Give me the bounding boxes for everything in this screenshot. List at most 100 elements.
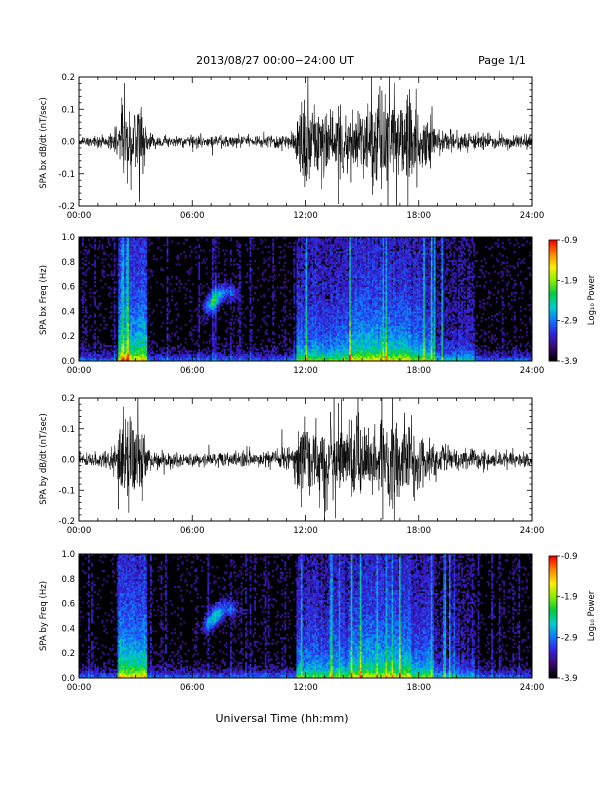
- spectrogram-cell: [171, 276, 173, 278]
- spectrogram-cell: [114, 248, 116, 250]
- spectrogram-cell: [272, 242, 274, 244]
- spectrogram-cell: [94, 260, 96, 262]
- spectrogram-cell: [250, 287, 252, 289]
- spectrogram-cell: [316, 251, 318, 253]
- spectrogram-cell: [191, 350, 193, 352]
- spectrogram-cell: [94, 255, 96, 257]
- spectrogram-cell: [145, 350, 147, 352]
- spectrogram-cell: [156, 345, 158, 347]
- spectrogram-cell: [232, 283, 234, 285]
- spectrogram-cell: [296, 244, 298, 246]
- spectrogram-cell: [225, 342, 227, 344]
- spectrogram-cell: [153, 333, 155, 335]
- spectrogram-cell: [145, 301, 147, 303]
- spectrogram-cell: [192, 340, 194, 342]
- spectrogram-cell: [298, 299, 300, 301]
- spectrogram-cell: [251, 318, 253, 320]
- spectrogram-cell: [162, 269, 164, 271]
- spectrogram-cell: [268, 288, 270, 290]
- spectrogram-cell: [293, 288, 295, 290]
- spectrogram-cell: [215, 336, 217, 338]
- spectrogram-cell: [253, 272, 255, 274]
- spectrogram-cell: [225, 320, 227, 322]
- spectrogram-cell: [283, 342, 285, 344]
- spectrogram-cell: [269, 340, 271, 342]
- spectrogram-cell: [272, 338, 274, 340]
- spectrogram-cell: [218, 276, 220, 278]
- spectrogram-cell: [293, 290, 295, 292]
- spectrogram-cell: [97, 350, 99, 352]
- spectrogram-cell: [233, 285, 235, 287]
- spectrogram-cell: [94, 299, 96, 301]
- spectrogram-cell: [247, 249, 249, 251]
- spectrogram-cell: [250, 313, 252, 315]
- spectrogram-cell: [302, 267, 304, 269]
- spectrogram-cell: [179, 290, 181, 292]
- spectrogram-cell: [82, 299, 84, 301]
- spectrogram-cell: [198, 310, 200, 312]
- spectrogram-cell: [260, 285, 262, 287]
- spectrogram-cell: [250, 288, 252, 290]
- spectrogram-cell: [293, 287, 295, 289]
- spectrogram-cell: [250, 338, 252, 340]
- spectrogram-cell: [185, 297, 187, 299]
- spectrogram-cell: [253, 349, 255, 351]
- spectrogram-cell: [218, 272, 220, 274]
- spectrogram-cell: [114, 265, 116, 267]
- spectrogram-cell: [114, 260, 116, 262]
- spectrogram-cell: [260, 239, 262, 241]
- spectrogram-cell: [263, 294, 265, 296]
- spectrogram-cell: [284, 340, 286, 342]
- spectrogram-cell: [224, 301, 226, 303]
- spectrogram-cell: [198, 306, 200, 308]
- spectrogram-cell: [241, 349, 243, 351]
- spectrogram-cell: [230, 345, 232, 347]
- spectrogram-cell: [197, 308, 199, 310]
- spectrogram-cell: [225, 331, 227, 333]
- spectrogram-cell: [284, 281, 286, 283]
- spectrogram-cell: [293, 327, 295, 329]
- spectrogram-cell: [145, 256, 147, 258]
- spectrogram-cell: [167, 297, 169, 299]
- spectrogram-cell: [103, 350, 105, 352]
- spectrogram-cell: [266, 324, 268, 326]
- spectrogram-cell: [111, 306, 113, 308]
- spectrogram-cell: [238, 249, 240, 251]
- spectrogram-cell: [280, 342, 282, 344]
- spectrogram-cell: [106, 324, 108, 326]
- spectrogram-cell: [191, 297, 193, 299]
- spectrogram-cell: [293, 303, 295, 305]
- spectrogram-cell: [198, 290, 200, 292]
- spectrogram-cell: [293, 317, 295, 319]
- spectrogram-cell: [171, 290, 173, 292]
- spectrogram-cell: [150, 349, 152, 351]
- spectrogram-cell: [94, 244, 96, 246]
- panel-bx-dbdt-xtick-label: 00:00: [67, 211, 92, 221]
- spectrogram-cell: [93, 295, 95, 297]
- spectrogram-cell: [203, 258, 205, 260]
- spectrogram-cell: [162, 285, 164, 287]
- spectrogram-cell: [224, 349, 226, 351]
- spectrogram-cell: [239, 317, 241, 319]
- spectrogram-cell: [293, 276, 295, 278]
- spectrogram-cell: [280, 251, 282, 253]
- spectrogram-cell: [94, 347, 96, 349]
- spectrogram-cell: [201, 320, 203, 322]
- spectrogram-cell: [108, 241, 110, 243]
- spectrogram-cell: [216, 246, 218, 248]
- spectrogram-cell: [286, 354, 288, 356]
- spectrogram-cell: [147, 269, 149, 271]
- spectrogram-cell: [215, 281, 217, 283]
- spectrogram-cell: [274, 265, 276, 267]
- spectrogram-cell: [191, 334, 193, 336]
- spectrogram-cell: [114, 310, 116, 312]
- spectrogram-cell: [239, 301, 241, 303]
- spectrogram-cell: [296, 262, 298, 264]
- spectrogram-cell: [161, 311, 163, 313]
- spectrogram-cell: [230, 306, 232, 308]
- spectrogram-cell: [114, 324, 116, 326]
- spectrogram-cell: [94, 313, 96, 315]
- spectrogram-cell: [188, 271, 190, 273]
- spectrogram-cell: [251, 308, 253, 310]
- spectrogram-cell: [245, 276, 247, 278]
